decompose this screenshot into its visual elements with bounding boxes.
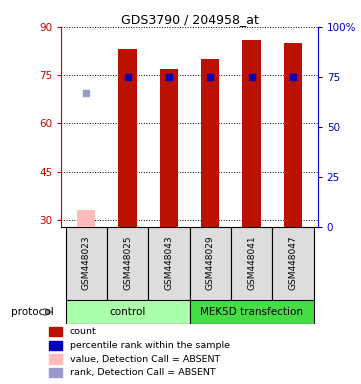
Bar <box>201 59 219 227</box>
Bar <box>107 227 148 300</box>
Bar <box>77 210 95 227</box>
Text: protocol: protocol <box>12 307 54 317</box>
Bar <box>118 50 137 227</box>
Bar <box>49 341 62 350</box>
Title: GDS3790 / 204958_at: GDS3790 / 204958_at <box>121 13 258 26</box>
Text: GSM448047: GSM448047 <box>288 236 297 290</box>
Text: GSM448043: GSM448043 <box>164 236 173 290</box>
Text: control: control <box>109 307 146 317</box>
Text: GSM448041: GSM448041 <box>247 236 256 290</box>
Bar <box>190 227 231 300</box>
Bar <box>148 227 190 300</box>
Bar <box>49 354 62 364</box>
Bar <box>49 327 62 336</box>
Bar <box>49 368 62 377</box>
Bar <box>65 300 190 324</box>
Text: value, Detection Call = ABSENT: value, Detection Call = ABSENT <box>70 354 220 364</box>
Bar <box>284 43 302 227</box>
Bar <box>160 69 178 227</box>
Bar <box>65 227 107 300</box>
Bar <box>272 227 314 300</box>
Text: GSM448023: GSM448023 <box>82 236 91 290</box>
Text: rank, Detection Call = ABSENT: rank, Detection Call = ABSENT <box>70 368 215 377</box>
Text: percentile rank within the sample: percentile rank within the sample <box>70 341 230 350</box>
Text: count: count <box>70 327 96 336</box>
Text: GSM448029: GSM448029 <box>206 236 215 290</box>
Bar <box>231 227 272 300</box>
Bar <box>190 300 314 324</box>
Text: GSM448025: GSM448025 <box>123 236 132 290</box>
Text: MEK5D transfection: MEK5D transfection <box>200 307 303 317</box>
Bar <box>242 40 261 227</box>
